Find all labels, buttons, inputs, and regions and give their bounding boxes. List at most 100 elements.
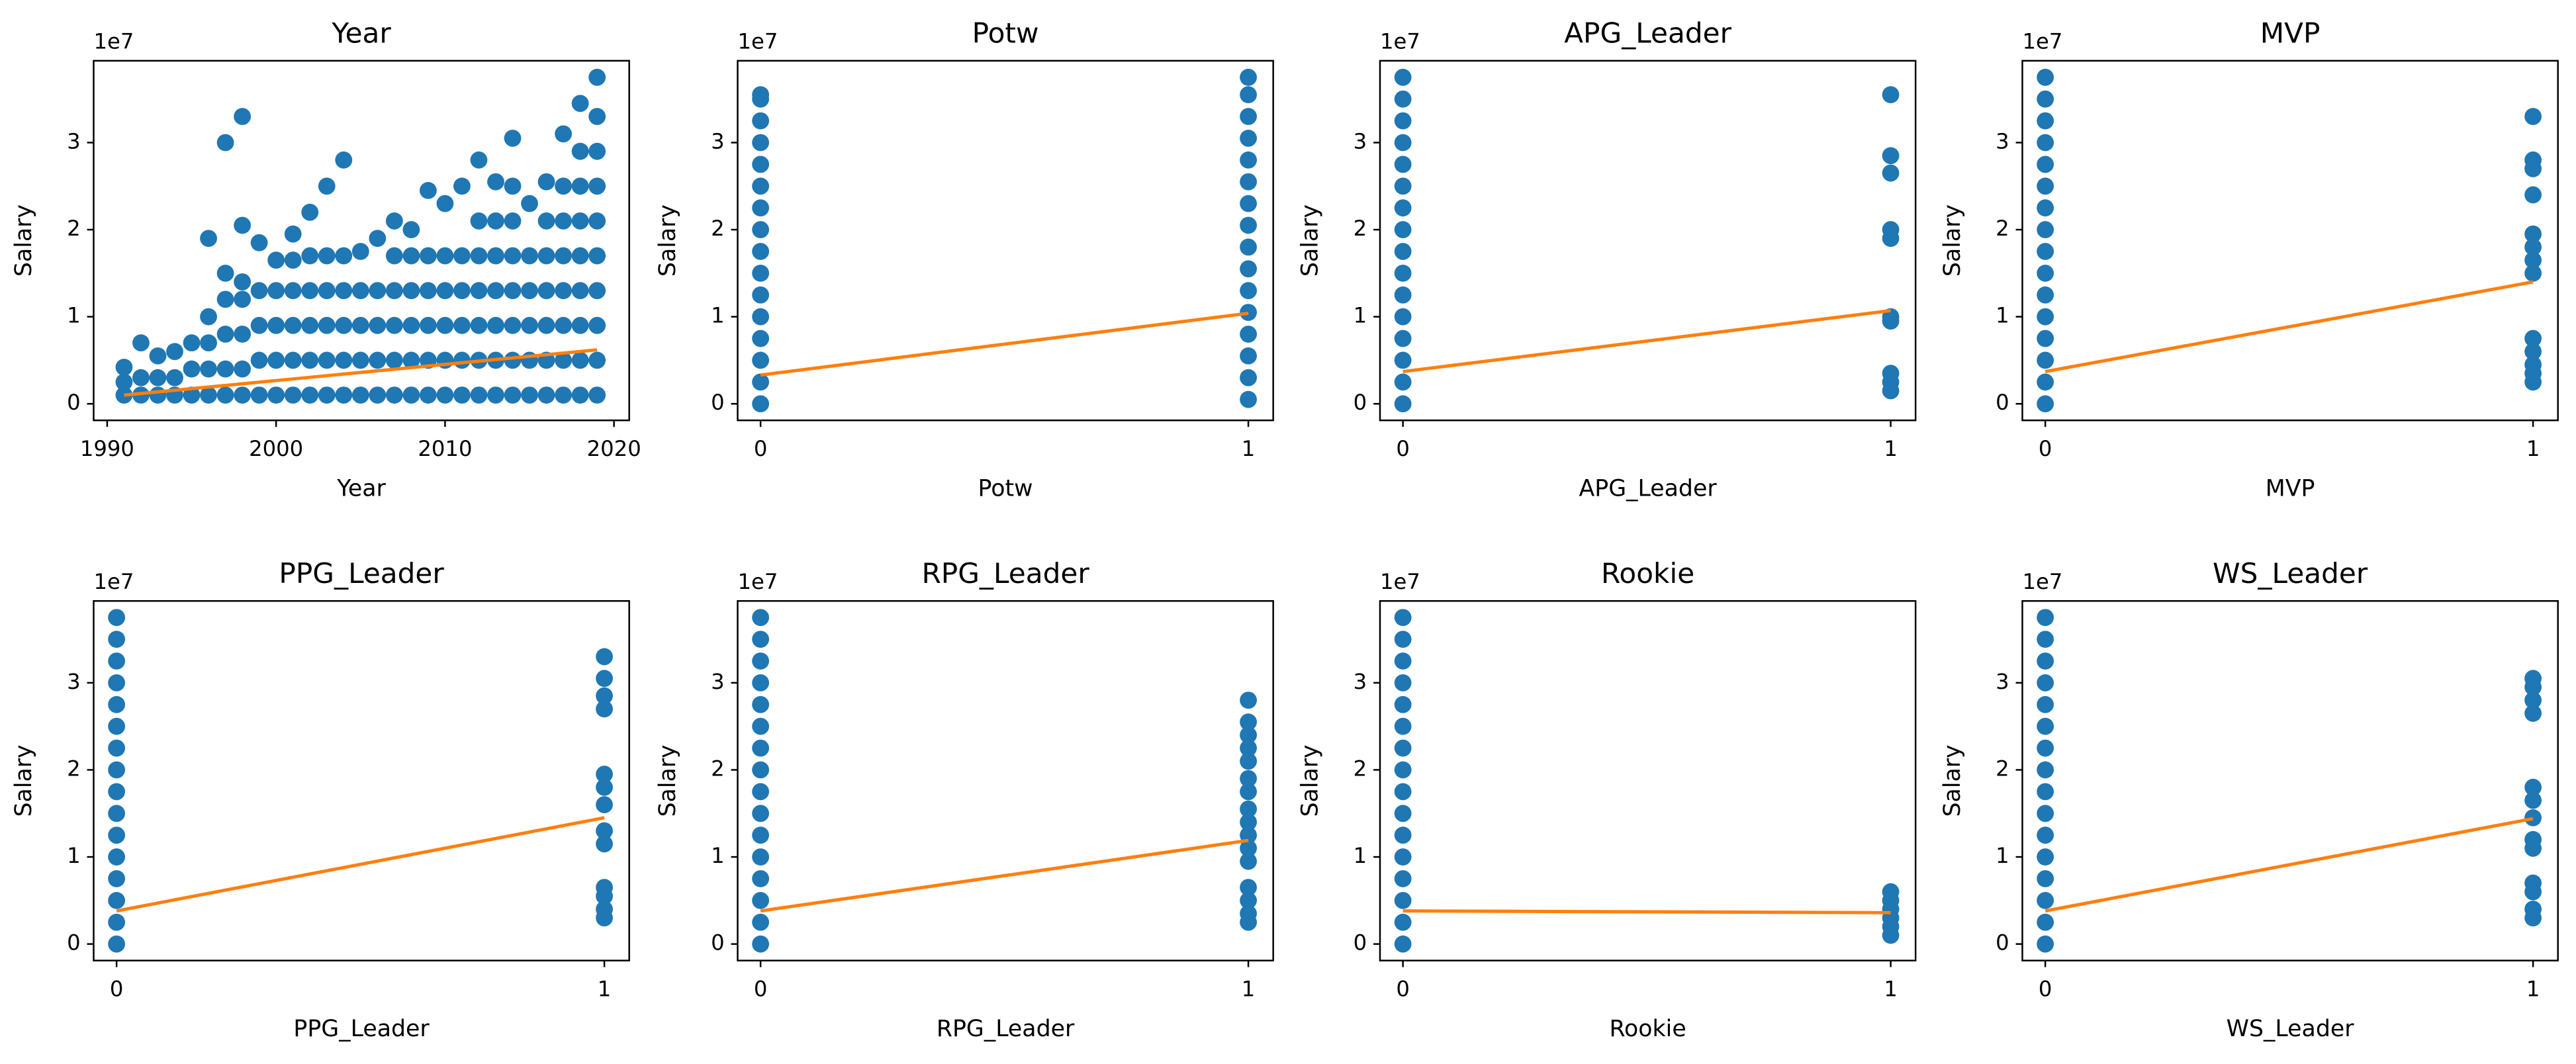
scatter-point [521, 247, 538, 265]
scatter-point [402, 247, 420, 265]
scatter-point [2037, 395, 2054, 413]
scatter-point [1394, 739, 1412, 757]
scatter-point [284, 351, 302, 369]
fit-line [760, 311, 1249, 377]
y-tick-label: 0 [1354, 930, 1367, 955]
scatter-point [537, 173, 555, 191]
scatter-point [385, 351, 403, 369]
scatter-point [1240, 739, 1257, 757]
scatter-point [216, 134, 234, 152]
scatter-point [752, 286, 770, 304]
scatter-point [2037, 891, 2054, 909]
scatter-point [2524, 678, 2542, 696]
subplot-title: Year [331, 17, 391, 50]
scatter-point [216, 360, 234, 378]
scatter-point [504, 316, 522, 334]
scatter-point [1240, 852, 1257, 870]
scatter-point [752, 609, 770, 627]
scatter-point [588, 282, 606, 300]
scatter-point [2524, 883, 2542, 901]
fit-line [1403, 308, 1891, 374]
scatter-point [588, 386, 606, 404]
y-tick-label: 3 [67, 669, 81, 694]
scatter-point [2037, 826, 2054, 844]
scatter-point [752, 891, 770, 909]
scatter-point [1240, 260, 1257, 278]
scatter-point [555, 247, 573, 265]
fit-line [124, 348, 598, 397]
scatter-point [149, 347, 167, 365]
scatter-point [335, 247, 353, 265]
y-axis-label: Salary [11, 204, 37, 277]
scatter-point [108, 631, 126, 648]
offset-label: 1e7 [1380, 569, 1420, 594]
scatter-point [1240, 713, 1257, 731]
scatter-point [1240, 369, 1257, 386]
scatter-point [2524, 264, 2542, 282]
scatter-point [588, 351, 606, 369]
y-tick-label: 0 [67, 390, 81, 415]
scatter-point [1240, 783, 1257, 801]
scatter-point [504, 247, 522, 265]
offset-label: 1e7 [1380, 29, 1420, 54]
scatter-point [1240, 86, 1257, 104]
scatter-point [752, 177, 770, 195]
scatter-point [2037, 631, 2054, 648]
scatter-point [436, 316, 454, 334]
scatter-point [596, 700, 613, 718]
scatter-point [1882, 147, 1900, 165]
scatter-point [267, 386, 285, 404]
scatter-point [108, 739, 126, 757]
scatter-point [419, 316, 437, 334]
scatter-point [752, 86, 770, 104]
y-tick-label: 2 [67, 216, 81, 241]
scatter-point [487, 282, 504, 300]
scatter-point [369, 230, 387, 247]
scatter-point [752, 351, 770, 369]
scatter-point [216, 386, 234, 404]
scatter-point [2524, 330, 2542, 347]
scatter-point [596, 909, 613, 927]
scatter-point [555, 282, 573, 300]
scatter-point [453, 177, 471, 195]
scatter-point [200, 308, 217, 326]
scatter-point [234, 386, 252, 404]
x-axis-label: MVP [2266, 475, 2315, 502]
scatter-point [596, 778, 613, 796]
scatter-point [2037, 68, 2054, 86]
scatter-point [2524, 809, 2542, 826]
scatter-point [385, 247, 403, 265]
scatter-point [1240, 752, 1257, 770]
scatter-point [752, 652, 770, 670]
scatter-point [402, 316, 420, 334]
x-tick-label: 1 [2526, 436, 2540, 461]
y-tick-label: 2 [1354, 756, 1367, 781]
scatter-point [1394, 373, 1412, 391]
scatter-point [571, 316, 589, 334]
scatter-point [250, 316, 268, 334]
scatter-point [234, 216, 252, 234]
scatter-point [318, 177, 336, 195]
y-tick-label: 3 [1996, 129, 2009, 154]
scatter-point [571, 247, 589, 265]
scatter-point [752, 243, 770, 260]
scatter-point [588, 247, 606, 265]
scatter-point [555, 177, 573, 195]
y-axis-label: Salary [1939, 744, 1966, 817]
scatter-point [1394, 112, 1412, 130]
scatter-point [521, 386, 538, 404]
scatter-point [504, 212, 522, 230]
scatter-point [2524, 108, 2542, 125]
x-axis-label: Rookie [1609, 1016, 1686, 1042]
subplot-title: RPG_Leader [921, 557, 1089, 590]
scatter-point [2037, 739, 2054, 757]
scatter-point [250, 282, 268, 300]
scatter-point [385, 386, 403, 404]
scatter-point [234, 360, 252, 378]
scatter-point [2037, 243, 2054, 260]
scatter-point [487, 247, 504, 265]
x-tick-label: 1 [1884, 436, 1898, 461]
scatter-point [369, 351, 387, 369]
scatter-point [183, 360, 201, 378]
scatter-point [521, 282, 538, 300]
